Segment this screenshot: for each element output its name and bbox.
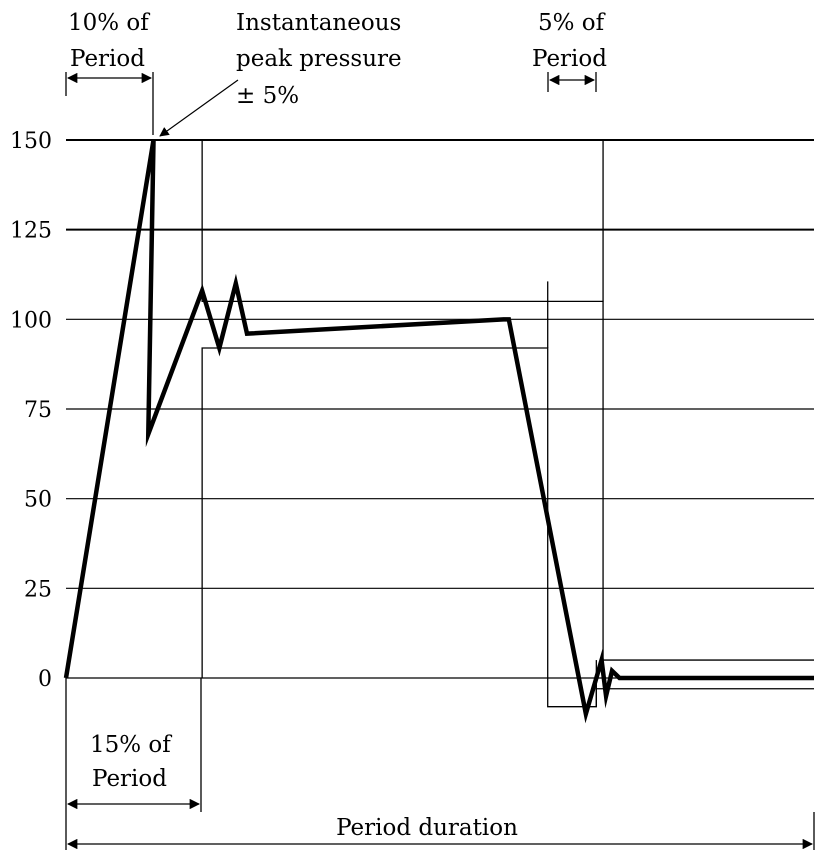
x-axis-label: Period duration: [336, 815, 518, 841]
y-tick-label-0: 0: [38, 667, 52, 692]
tolerance-band: [201, 140, 814, 708]
y-tick-label-25: 25: [24, 577, 52, 602]
peak-label-line1: Instantaneous: [236, 10, 401, 36]
peak-pointer-arrow: [159, 79, 239, 137]
peak-label-line3: ± 5%: [236, 83, 299, 109]
y-tick-label-50: 50: [24, 488, 52, 513]
y-tick-label-125: 125: [10, 219, 52, 244]
y-tick-label-75: 75: [24, 398, 52, 423]
ten-percent-label-line1: 10% of: [68, 10, 150, 36]
upper-tolerance-line: [201, 140, 814, 661]
grid-lines: [66, 139, 814, 679]
five-percent-label-line2: Period: [532, 46, 607, 72]
ten-percent-label-line2: Period: [70, 46, 145, 72]
peak-label-line2: peak pressure: [236, 46, 402, 72]
fifteen-percent-annotation: 15% of Period: [65, 678, 202, 812]
y-axis-ticks: 0 25 50 75 100 125 150: [10, 129, 52, 692]
five-percent-label-line1: 5% of: [538, 10, 606, 36]
peak-annotation: Instantaneous peak pressure ± 5%: [159, 10, 402, 137]
ten-percent-annotation: 10% of Period: [65, 10, 154, 135]
five-percent-annotation: 5% of Period: [532, 10, 607, 92]
y-tick-label-100: 100: [10, 308, 52, 333]
y-tick-label-150: 150: [10, 129, 52, 154]
pressure-curve-0: [63, 139, 814, 724]
lower-tolerance-line: [201, 347, 814, 708]
fifteen-percent-label-line2: Period: [92, 766, 167, 792]
pressure-series: [63, 139, 814, 724]
fifteen-percent-label-line1: 15% of: [90, 732, 172, 758]
period-duration-annotation: Period duration: [65, 812, 815, 850]
